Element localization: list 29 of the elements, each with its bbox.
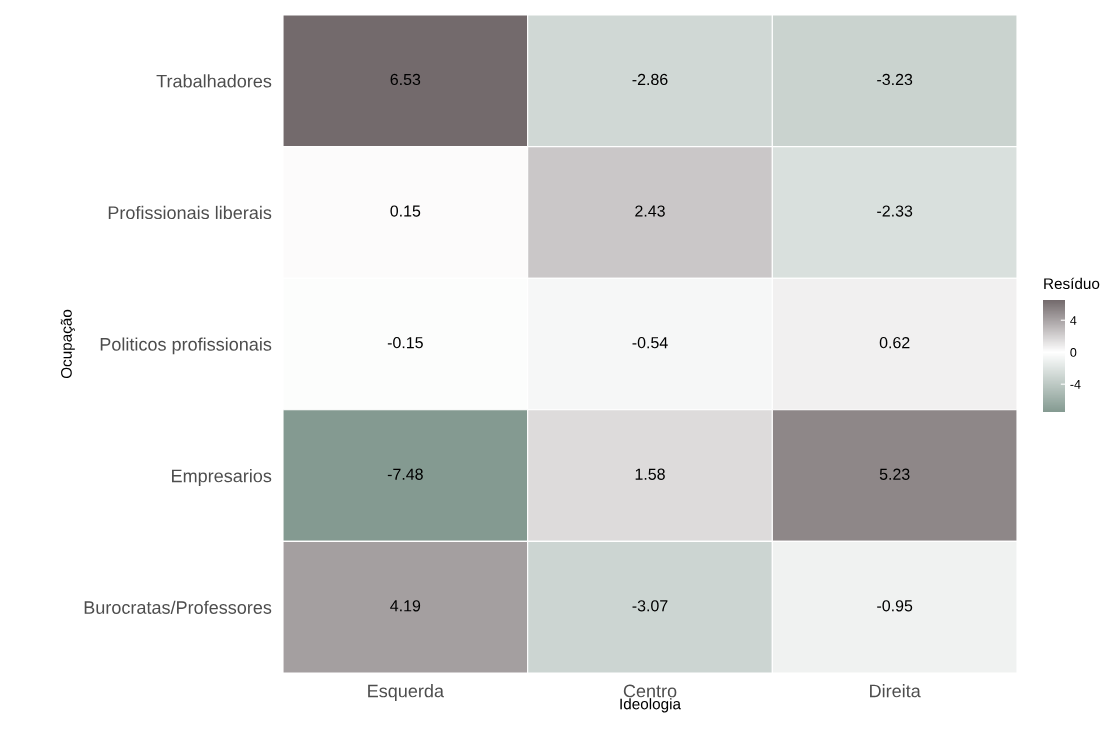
data-label: 5.23 bbox=[879, 468, 910, 480]
data-label: -7.48 bbox=[387, 468, 423, 480]
color-bar-title: Resíduo bbox=[1044, 277, 1100, 290]
color-bar-label: -4 bbox=[1070, 380, 1081, 389]
data-label: 1.58 bbox=[635, 468, 665, 480]
data-label: -0.54 bbox=[632, 336, 668, 349]
data-label: -2.86 bbox=[632, 73, 668, 86]
x-tick-label: Centro bbox=[623, 684, 677, 698]
y-tick-label: Empresarios bbox=[172, 469, 272, 486]
data-label: -2.33 bbox=[877, 205, 913, 217]
data-label: -3.07 bbox=[632, 600, 668, 612]
y-tick-label: Trabalhadores bbox=[156, 74, 272, 88]
x-axis-title: Ideologia bbox=[620, 698, 682, 713]
x-tick-label: Direita bbox=[870, 684, 921, 698]
y-tick-label: Profissionais liberais bbox=[108, 205, 272, 220]
y-tick-label: Burocratas/Professores bbox=[84, 600, 272, 614]
x-tick-label: Esquerda bbox=[368, 684, 444, 701]
data-label: 2.43 bbox=[635, 205, 665, 217]
data-label: 4.19 bbox=[390, 600, 421, 612]
y-axis-title: Ocupação bbox=[60, 309, 75, 379]
data-label: -3.23 bbox=[877, 73, 913, 86]
data-label: 0.62 bbox=[879, 336, 910, 349]
color-bar-label: 4 bbox=[1070, 316, 1077, 325]
data-label: 0.15 bbox=[390, 205, 421, 217]
data-label: -0.95 bbox=[877, 600, 913, 612]
color-bar-label: 0 bbox=[1070, 348, 1077, 357]
data-label: 6.53 bbox=[390, 73, 421, 86]
y-tick-label: Politicos profissionais bbox=[100, 337, 272, 355]
data-label: -0.15 bbox=[387, 336, 423, 349]
